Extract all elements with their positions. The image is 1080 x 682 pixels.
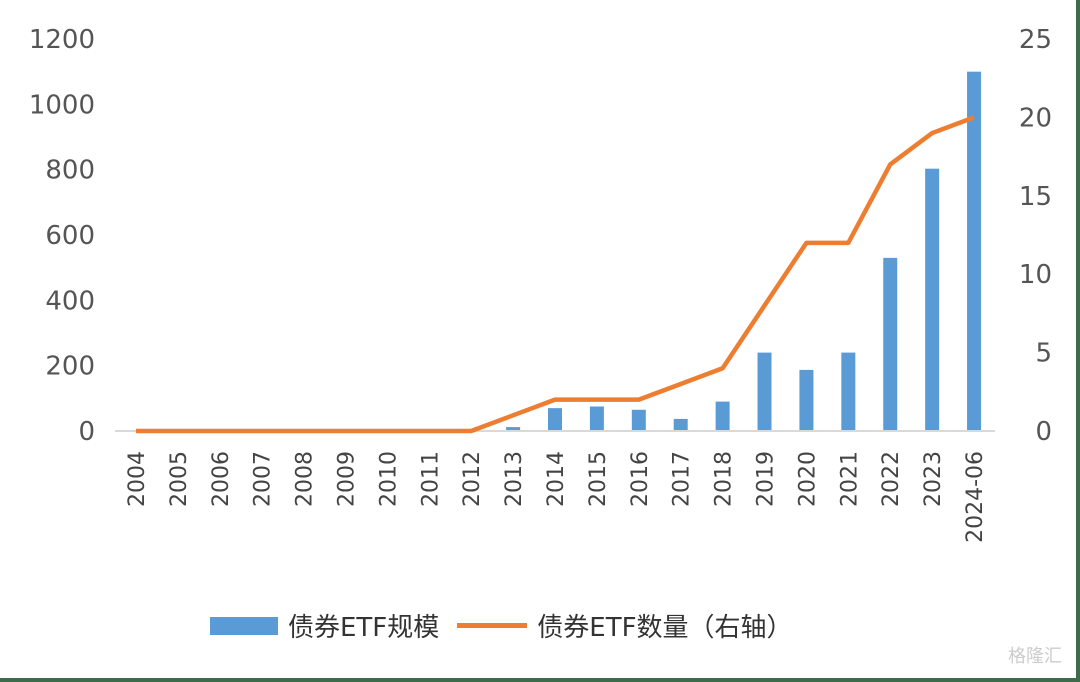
x-tick: 2023	[921, 451, 946, 507]
y-left-tick: 1200	[29, 25, 95, 55]
bar	[589, 406, 604, 431]
y-right-tick: 0	[1035, 417, 1052, 447]
y-right-tick: 5	[1035, 339, 1052, 369]
x-tick: 2004	[125, 451, 150, 507]
x-tick: 2024-06	[963, 451, 988, 543]
x-tick: 2017	[670, 451, 695, 507]
count-line	[135, 115, 975, 434]
bar	[631, 409, 646, 431]
legend-bar-swatch	[210, 616, 278, 635]
y-right-tick: 25	[1019, 25, 1052, 55]
x-tick: 2010	[376, 451, 401, 507]
bar	[841, 352, 856, 431]
y-left-tick: 800	[45, 156, 95, 186]
x-tick: 2019	[754, 451, 779, 507]
x-tick: 2009	[334, 451, 359, 507]
bar	[967, 71, 982, 432]
x-tick: 2021	[837, 451, 862, 507]
watermark: 格隆汇	[1008, 646, 1062, 667]
legend-line-label: 债券ETF数量（右轴）	[537, 613, 793, 643]
y-right-tick: 10	[1019, 260, 1052, 290]
x-tick: 2008	[293, 451, 318, 507]
x-tick: 2012	[460, 451, 485, 507]
bar	[925, 168, 940, 432]
bar	[715, 401, 730, 431]
bar	[673, 418, 688, 431]
x-tick: 2018	[712, 451, 737, 507]
bar	[883, 257, 898, 431]
y-left-tick: 400	[45, 286, 95, 316]
x-tick: 2006	[209, 451, 234, 507]
bar	[548, 408, 562, 431]
x-tick: 2013	[502, 451, 527, 507]
legend: 债券ETF规模 债券ETF数量（右轴）	[210, 607, 793, 644]
legend-bar-label: 债券ETF规模	[288, 613, 440, 643]
y-left-tick: 200	[45, 352, 95, 382]
x-tick: 2014	[544, 451, 569, 507]
x-tick: 2015	[586, 451, 611, 507]
y-left-tick: 1000	[29, 90, 95, 120]
x-tick: 2022	[879, 451, 904, 507]
x-tick: 2011	[418, 451, 443, 507]
x-tick: 2005	[167, 451, 192, 507]
y-left-tick: 600	[45, 221, 95, 251]
bar	[757, 352, 772, 431]
x-tick: 2020	[795, 451, 820, 507]
y-right-tick: 15	[1019, 182, 1052, 212]
y-right-tick: 20	[1019, 103, 1052, 133]
bar	[799, 369, 814, 431]
x-tick: 2007	[251, 451, 276, 507]
legend-line-swatch	[457, 623, 528, 628]
bar	[506, 427, 521, 431]
combo-chart: 0 200 400 600 800 1000 1200 0 5 10 15 20 25 2004 2005 2…	[29, 25, 1052, 543]
y-left-tick: 0	[78, 417, 95, 447]
x-tick: 2016	[628, 451, 653, 507]
